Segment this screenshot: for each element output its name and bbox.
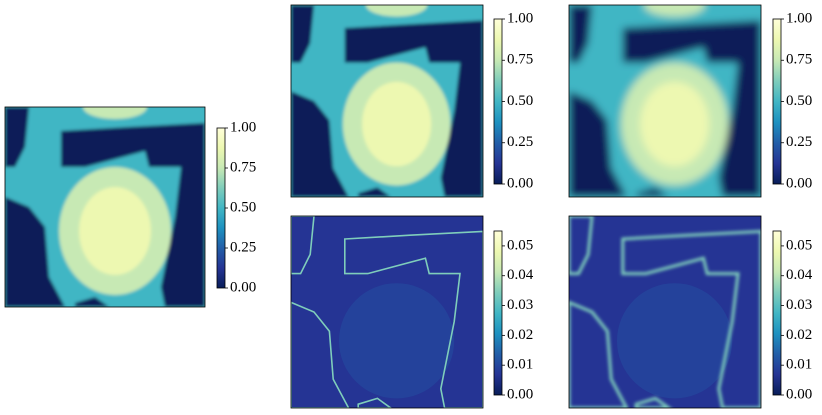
colorbar-tick-label: 0.04	[507, 267, 534, 283]
error-edge	[621, 229, 761, 408]
background	[291, 216, 483, 408]
error-lines	[291, 216, 483, 408]
colorbar	[216, 127, 226, 289]
image-frame	[290, 4, 484, 198]
error-edge	[291, 216, 315, 275]
heatmap-panel: 0.00 0.25 0.50 0.75 1.00	[568, 4, 812, 198]
colorbar-tick-label: 0.00	[786, 175, 812, 191]
dark-region	[291, 91, 349, 197]
error-edge	[569, 300, 629, 408]
faint-region	[339, 283, 455, 399]
colorbar	[493, 230, 503, 396]
colorbar	[772, 18, 782, 185]
heatmap-image	[291, 216, 483, 408]
error-edge	[291, 301, 350, 408]
heatmap-panel: 0.00 0.01 0.02 0.03 0.04 0.05	[568, 215, 813, 409]
field	[569, 5, 761, 197]
colorbar-tick-label: 0.03	[786, 297, 812, 313]
colorbar-tick-label: 0.04	[786, 267, 813, 283]
field	[291, 5, 483, 197]
heatmap-panel: 0.00 0.25 0.50 0.75 1.00	[290, 4, 533, 198]
faint-region	[617, 283, 733, 399]
colorbar-tick-label: 0.25	[786, 134, 812, 150]
colorbar-tick-label: 0.05	[507, 237, 533, 253]
dark-region	[344, 20, 483, 197]
colorbar-tick-label: 0.01	[507, 357, 533, 373]
heatmap-panel: 0.00 0.25 0.50 0.75 1.00	[4, 106, 256, 308]
colorbar-tick-label: 0.50	[230, 199, 256, 215]
top-blob	[365, 5, 428, 17]
colorbar-tick-label: 0.50	[786, 93, 812, 109]
colorbar-tick-label: 0.25	[230, 239, 256, 255]
colorbar-tick-label: 0.02	[507, 327, 533, 343]
dark-region	[622, 20, 761, 197]
dark-region	[61, 123, 205, 307]
colorbar-tick-label: 0.25	[507, 134, 533, 150]
colorbar	[772, 230, 782, 396]
error-edge	[634, 396, 672, 408]
error-edge	[569, 216, 594, 276]
heatmap-image	[5, 107, 205, 307]
heatmap-panel: 0.00 0.01 0.02 0.03 0.04 0.05	[290, 215, 534, 409]
colorbar-tick-label: 0.75	[507, 52, 533, 68]
heatmap-image	[569, 5, 761, 197]
dark-region	[569, 91, 627, 197]
dark-region	[5, 197, 65, 307]
dark-region	[291, 5, 314, 63]
dark-region	[75, 297, 109, 307]
colorbar-tick-label: 0.00	[507, 386, 533, 402]
image-frame	[290, 215, 484, 409]
colorbar-tick-label: 1.00	[507, 10, 533, 26]
image-frame	[568, 215, 762, 409]
colorbar-tick-label: 0.02	[786, 327, 812, 343]
colorbar-tick-label: 0.05	[786, 237, 812, 253]
colorbar-tick-label: 0.00	[230, 279, 256, 295]
colorbar-tick-label: 0.50	[507, 93, 533, 109]
background	[569, 216, 761, 408]
bright-core	[362, 81, 432, 167]
colorbar-tick-label: 0.75	[786, 52, 812, 68]
colorbar-tick-label: 0.00	[507, 175, 533, 191]
dark-region	[358, 187, 391, 197]
heatmap-image	[291, 5, 483, 197]
error-edge	[344, 230, 483, 408]
error-lines	[569, 216, 761, 408]
top-blob	[643, 5, 706, 17]
field	[5, 107, 205, 307]
colorbar-tick-label: 0.01	[786, 357, 812, 373]
bright-core	[640, 81, 710, 167]
heatmap-image	[569, 216, 761, 408]
colorbar-tick-label: 0.03	[507, 297, 533, 313]
dark-region	[5, 107, 29, 167]
colorbar-tick-label: 1.00	[230, 119, 256, 135]
colorbar-tick-label: 1.00	[786, 10, 812, 26]
colorbar	[493, 18, 503, 185]
image-frame	[4, 106, 206, 308]
dark-region	[636, 187, 669, 197]
colorbar-tick-label: 0.00	[786, 386, 812, 402]
dark-region	[569, 5, 592, 63]
image-frame	[568, 4, 762, 198]
top-blob	[83, 107, 147, 119]
bright-core	[79, 187, 151, 275]
colorbar-tick-label: 0.75	[230, 159, 256, 175]
error-edge	[357, 397, 393, 408]
